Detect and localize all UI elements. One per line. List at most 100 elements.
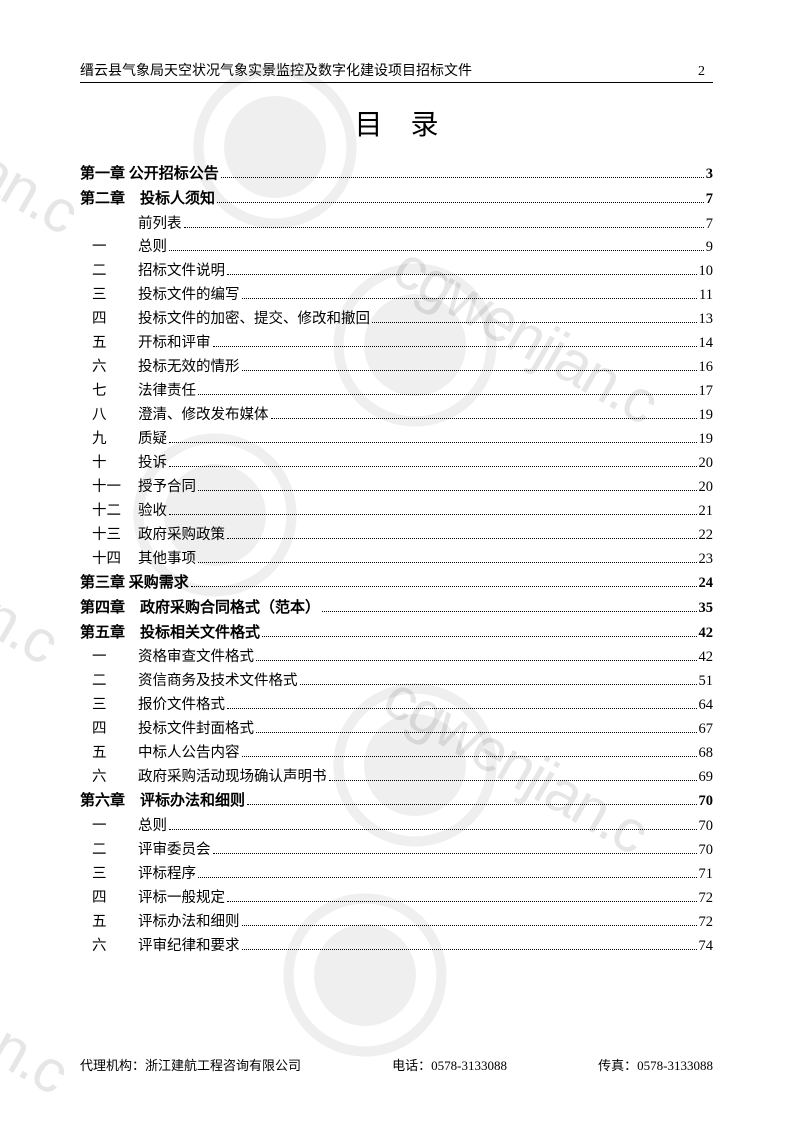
toc-leader <box>198 562 697 563</box>
toc-entry-label: 六投标无效的情形 <box>92 356 240 378</box>
toc-sub-row: 十三政府采购政策22 <box>80 524 713 546</box>
toc-leader <box>169 466 697 467</box>
toc-leader <box>242 756 697 757</box>
toc-leader <box>169 829 697 830</box>
toc-entry-page: 68 <box>699 742 714 764</box>
toc-sub-row: 八澄清、修改发布媒体19 <box>80 404 713 426</box>
document-footer: 代理机构：浙江建航工程咨询有限公司 电话：0578-3133088 传真：057… <box>80 1055 713 1074</box>
toc-entry-page: 70 <box>699 839 714 861</box>
toc-entry-number: 六 <box>92 356 138 378</box>
toc-entry-page: 71 <box>699 863 714 885</box>
toc-leader <box>213 853 697 854</box>
toc-entry-page: 11 <box>699 284 713 306</box>
toc-entry-number: 五 <box>92 911 138 933</box>
toc-chapter-row: 第一章 公开招标公告3 <box>80 163 713 186</box>
toc-entry-label: 前列表 <box>92 213 182 235</box>
toc-entry-page: 19 <box>699 428 714 450</box>
toc-entry-page: 14 <box>699 332 714 354</box>
toc-entry-label: 二招标文件说明 <box>92 260 225 282</box>
toc-entry-number: 四 <box>92 308 138 330</box>
toc-leader <box>322 611 696 612</box>
toc-entry-label: 二资信商务及技术文件格式 <box>92 670 298 692</box>
toc-sub-row: 二资信商务及技术文件格式 51 <box>80 670 713 692</box>
toc-entry-label: 七法律责任 <box>92 380 196 402</box>
toc-entry-page: 35 <box>699 597 714 619</box>
toc-leader <box>198 877 697 878</box>
toc-sub-row: 四评标一般规定72 <box>80 887 713 909</box>
toc-entry-number: 十 <box>92 452 138 474</box>
toc-entry-page: 7 <box>706 213 713 235</box>
toc-entry-number: 七 <box>92 380 138 402</box>
toc-entry-page: 42 <box>699 622 714 644</box>
toc-leader <box>242 925 697 926</box>
toc-sub-row: 五中标人公告内容 68 <box>80 742 713 764</box>
toc-entry-page: 23 <box>699 548 714 570</box>
toc-entry-label: 十二验收 <box>92 500 167 522</box>
toc-entry-label: 五评标办法和细则 <box>92 911 240 933</box>
toc-entry-number: 五 <box>92 742 138 764</box>
toc-entry-number: 二 <box>92 839 138 861</box>
toc-sub-row: 一总则70 <box>80 815 713 837</box>
toc-entry-label: 四评标一般规定 <box>92 887 225 909</box>
toc-entry-page: 20 <box>699 476 714 498</box>
toc-sub-row: 四投标文件封面格式67 <box>80 718 713 740</box>
toc-leader <box>198 394 697 395</box>
toc-sub-row: 三评标程序 71 <box>80 863 713 885</box>
toc-entry-number: 三 <box>92 863 138 885</box>
toc-entry-label: 第六章 评标办法和细则 <box>80 790 245 813</box>
toc-entry-number: 六 <box>92 935 138 957</box>
toc-sub-row: 十一授予合同20 <box>80 476 713 498</box>
toc-entry-label: 十四其他事项 <box>92 548 196 570</box>
toc-entry-label: 一资格审查文件格式 <box>92 646 254 668</box>
footer-fax: 传真：0578-3133088 <box>598 1055 713 1074</box>
toc-entry-page: 72 <box>699 911 714 933</box>
toc-entry-page: 17 <box>699 380 714 402</box>
footer-agency: 代理机构：浙江建航工程咨询有限公司 <box>80 1055 301 1074</box>
toc-entry-label: 五开标和评审 <box>92 332 211 354</box>
toc-sub-row: 二招标文件说明10 <box>80 260 713 282</box>
toc-entry-label: 十投诉 <box>92 452 167 474</box>
toc-entry-page: 20 <box>699 452 714 474</box>
toc-sub-row: 二评审委员会 70 <box>80 839 713 861</box>
toc-entry-page: 51 <box>699 670 714 692</box>
toc-leader <box>221 177 704 178</box>
toc-entry-number: 十三 <box>92 524 138 546</box>
toc-leader <box>256 732 697 733</box>
footer-phone: 电话：0578-3133088 <box>392 1055 507 1074</box>
toc-entry-page: 24 <box>699 572 714 594</box>
toc-entry-page: 70 <box>699 790 714 812</box>
toc-entry-label: 六政府采购活动现场确认声明书 <box>92 766 327 788</box>
toc-sub-row: 五评标办法和细则 72 <box>80 911 713 933</box>
toc-entry-label: 八澄清、修改发布媒体 <box>92 404 269 426</box>
toc-chapter-row: 第二章 投标人须知7 <box>80 188 713 211</box>
toc-leader <box>242 298 698 299</box>
toc-leader <box>213 346 697 347</box>
toc-leader <box>247 804 696 805</box>
toc-sub-row: 六政府采购活动现场确认声明书69 <box>80 766 713 788</box>
toc-entry-page: 16 <box>699 356 714 378</box>
toc-sub-row: 十投诉 20 <box>80 452 713 474</box>
toc-entry-label: 四投标文件的加密、提交、修改和撤回 <box>92 308 370 330</box>
toc-sub-row: 一资格审查文件格式42 <box>80 646 713 668</box>
toc-entry-page: 21 <box>699 500 714 522</box>
toc-leader <box>329 780 697 781</box>
toc-sub-row: 六评审纪律和要求74 <box>80 935 713 957</box>
toc-entry-label: 三评标程序 <box>92 863 196 885</box>
toc-chapter-row: 第六章 评标办法和细则 70 <box>80 790 713 813</box>
toc-entry-label: 第一章 公开招标公告 <box>80 163 219 186</box>
toc-sub-row: 三投标文件的编写11 <box>80 284 713 306</box>
toc-leader <box>242 949 697 950</box>
toc-entry-label: 一总则 <box>92 236 167 258</box>
toc-sub-row: 四投标文件的加密、提交、修改和撤回13 <box>80 308 713 330</box>
toc-sub-row: 六投标无效的情形 16 <box>80 356 713 378</box>
toc-entry-label: 第二章 投标人须知 <box>80 188 215 211</box>
toc-entry-label: 五中标人公告内容 <box>92 742 240 764</box>
toc-entry-number: 六 <box>92 766 138 788</box>
toc-leader <box>372 322 697 323</box>
toc-chapter-row: 第五章 投标相关文件格式42 <box>80 622 713 645</box>
toc-sub-row: 三报价文件格式64 <box>80 694 713 716</box>
toc-entry-label: 二评审委员会 <box>92 839 211 861</box>
toc-entry-number: 三 <box>92 284 138 306</box>
toc-sub-row: 十四其他事项 23 <box>80 548 713 570</box>
toc-entry-number: 十二 <box>92 500 138 522</box>
